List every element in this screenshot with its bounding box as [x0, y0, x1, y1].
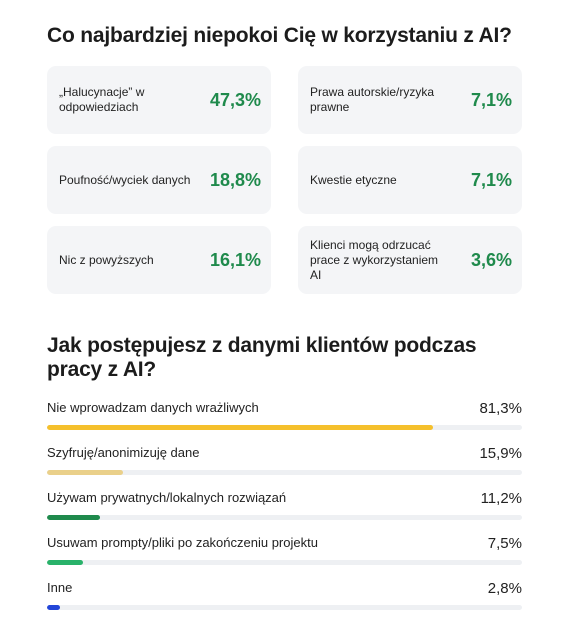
section2-title: Jak postępujesz z danymi klientów podcza…: [47, 334, 477, 381]
stat-card: Kwestie etyczne 7,1%: [298, 146, 522, 214]
card-value: 7,1%: [470, 89, 512, 110]
stat-card: Nic z powyższych 16,1%: [47, 226, 271, 294]
card-label: „Halucynacje” w odpowiedziach: [59, 85, 145, 114]
card-label: Klienci mogą odrzucać prace z wykorzysta…: [310, 237, 439, 282]
bar-label: Używam prywatnych/lokalnych rozwiązań: [47, 490, 287, 505]
bar-row: Usuwam prompty/pliki po zakończeniu proj…: [47, 535, 522, 571]
bar-label: Usuwam prompty/pliki po zakończeniu proj…: [47, 535, 318, 550]
card-label: Prawa autorskie/ryzyka prawne: [310, 85, 435, 114]
card-value: 47,3%: [209, 89, 261, 110]
card-label: Kwestie etyczne: [310, 172, 397, 187]
bar-row: Szyfruję/anonimizuję dane 15,9%: [47, 445, 522, 481]
bar-value-label: 81,3%: [479, 400, 522, 417]
bar-value-label: 11,2%: [480, 490, 522, 507]
stat-card: Poufność/wyciek danych 18,8%: [47, 146, 271, 214]
bar-track: [47, 470, 522, 475]
bar-value-label: 2,8%: [487, 580, 522, 597]
bar: [47, 560, 83, 565]
bar-track: [47, 605, 522, 610]
section1-title: Co najbardziej niepokoi Cię w korzystani…: [47, 24, 512, 47]
bar-row: Nie wprowadzam danych wrażliwych 81,3%: [47, 400, 522, 436]
bar: [47, 605, 61, 610]
card-value: 16,1%: [209, 249, 261, 270]
card-label: Nic z powyższych: [59, 252, 154, 267]
card-value: 7,1%: [470, 169, 512, 190]
bar-row: Używam prywatnych/lokalnych rozwiązań 11,…: [47, 490, 522, 526]
bar-label: Inne: [47, 580, 73, 595]
bar-label: Szyfruję/anonimizuję dane: [47, 445, 200, 460]
stat-card: Klienci mogą odrzucać prace z wykorzysta…: [298, 226, 522, 294]
stat-card: „Halucynacje” w odpowiedziach 47,3%: [47, 66, 271, 134]
bar-value-label: 7,5%: [487, 535, 522, 552]
stat-card: Prawa autorskie/ryzyka prawne 7,1%: [298, 66, 522, 134]
card-value: 18,8%: [209, 169, 261, 190]
bar-track: [47, 560, 522, 565]
bar: [47, 470, 123, 475]
bar-track: [47, 425, 522, 430]
bar-value-label: 15,9%: [479, 445, 522, 462]
bar-label: Nie wprowadzam danych wrażliwych: [47, 400, 259, 415]
card-label: Poufność/wyciek danych: [59, 172, 191, 187]
bar: [47, 515, 101, 520]
bar: [47, 425, 434, 430]
bar-row: Inne 2,8%: [47, 580, 522, 616]
bar-track: [47, 515, 522, 520]
card-value: 3,6%: [470, 249, 512, 270]
